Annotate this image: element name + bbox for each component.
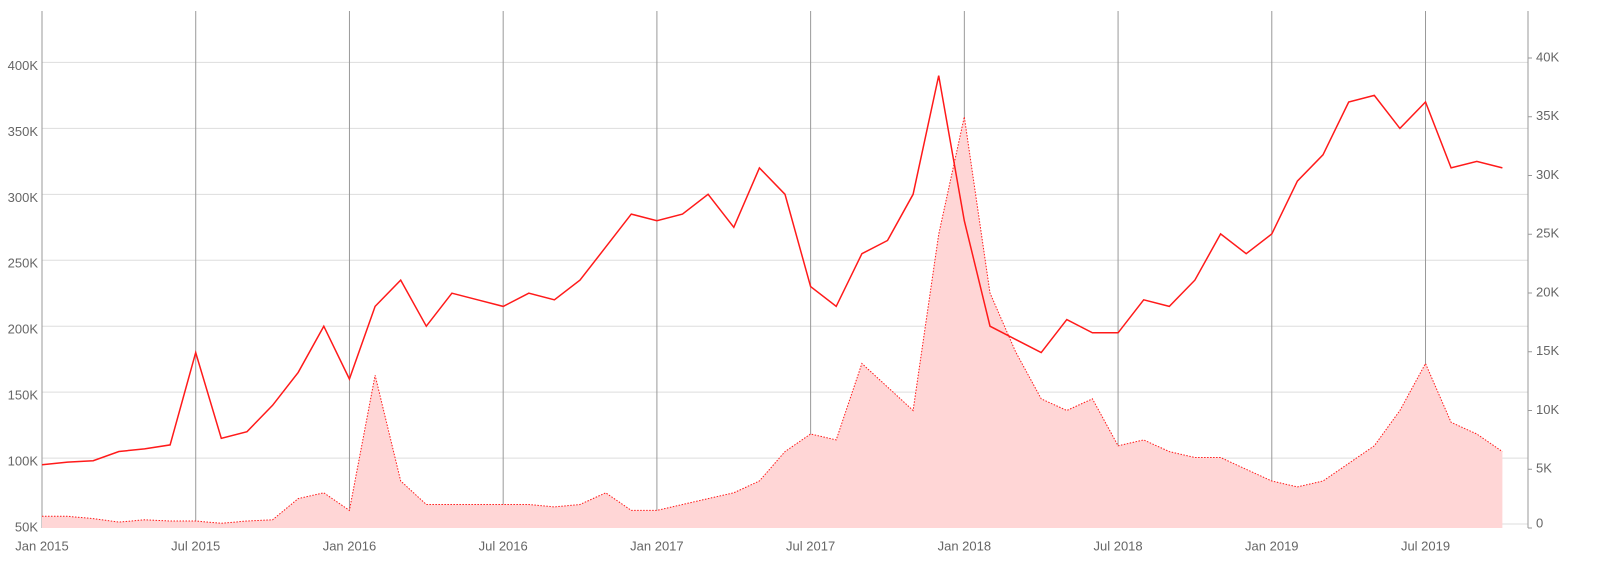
y2-tick-label: 0	[1536, 515, 1543, 530]
y2-tick-label: 15K	[1536, 343, 1559, 358]
x-tick-label: Jan 2017	[630, 538, 684, 553]
x-tick-label: Jan 2015	[15, 538, 69, 553]
y-tick-label: 400K	[8, 58, 39, 73]
y-tick-label: 300K	[8, 190, 39, 205]
x-tick-label: Jul 2017	[786, 538, 835, 553]
y2-tick-label: 20K	[1536, 284, 1559, 299]
x-tick-label: Jul 2019	[1401, 538, 1450, 553]
x-tick-label: Jan 2016	[323, 538, 377, 553]
x-tick-label: Jan 2019	[1245, 538, 1299, 553]
x-tick-label: Jul 2018	[1093, 538, 1142, 553]
y2-tick-label: 35K	[1536, 108, 1559, 123]
y2-tick-label: 10K	[1536, 402, 1559, 417]
area-fill	[42, 116, 1503, 529]
y-tick-label: 350K	[8, 124, 39, 139]
y-tick-label: 150K	[8, 388, 39, 403]
area-line	[42, 116, 1503, 524]
x-tick-label: Jul 2016	[479, 538, 528, 553]
line	[41, 75, 1503, 466]
y-tick-label: 200K	[8, 322, 39, 337]
y2-tick-label: 40K	[1536, 49, 1559, 64]
y-tick-label: 50K	[15, 519, 38, 534]
y2-tick-label: 5K	[1536, 461, 1552, 476]
y2-tick-label: 30K	[1536, 167, 1559, 182]
y-tick-label: 250K	[8, 256, 39, 271]
x-tick-label: Jul 2015	[171, 538, 220, 553]
x-tick-label: Jan 2018	[938, 538, 992, 553]
y-tick-label: 100K	[8, 454, 39, 469]
y2-tick-label: 25K	[1536, 226, 1559, 241]
